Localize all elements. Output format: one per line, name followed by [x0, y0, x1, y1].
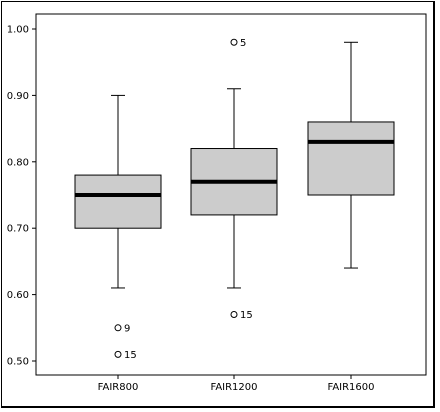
box-fair1600: [307, 41, 395, 269]
x-tick-label: FAIR1200: [210, 382, 257, 393]
y-tick-label: 0.70: [7, 224, 29, 235]
outlier-label: 5: [240, 38, 246, 49]
outlier-label: 15: [240, 310, 253, 321]
outlier-label: 15: [124, 350, 137, 361]
outlier-point: [114, 324, 122, 332]
boxes: 9 15 5 15: [74, 38, 395, 361]
x-tick-label: FAIR1600: [327, 382, 374, 393]
outlier-point: [230, 38, 238, 46]
x-axis: FAIR800 FAIR1200 FAIR1600: [98, 375, 375, 393]
box-fair1200: 5 15: [190, 38, 278, 321]
outlier-point: [230, 311, 238, 319]
x-tick-label: FAIR800: [98, 382, 139, 393]
y-tick-label: 0.80: [7, 157, 29, 168]
iqr-box: [74, 174, 162, 229]
y-axis: 0.50 0.60 0.70 0.80 0.90 1.00: [7, 25, 36, 368]
y-tick-label: 0.60: [7, 290, 29, 301]
outlier-label: 9: [124, 323, 130, 334]
y-tick-label: 1.00: [7, 25, 29, 36]
y-tick-label: 0.50: [7, 357, 29, 368]
y-tick-label: 0.90: [7, 91, 29, 102]
box-fair800: 9 15: [74, 94, 162, 361]
outlier-point: [114, 350, 122, 358]
iqr-box: [307, 121, 395, 196]
